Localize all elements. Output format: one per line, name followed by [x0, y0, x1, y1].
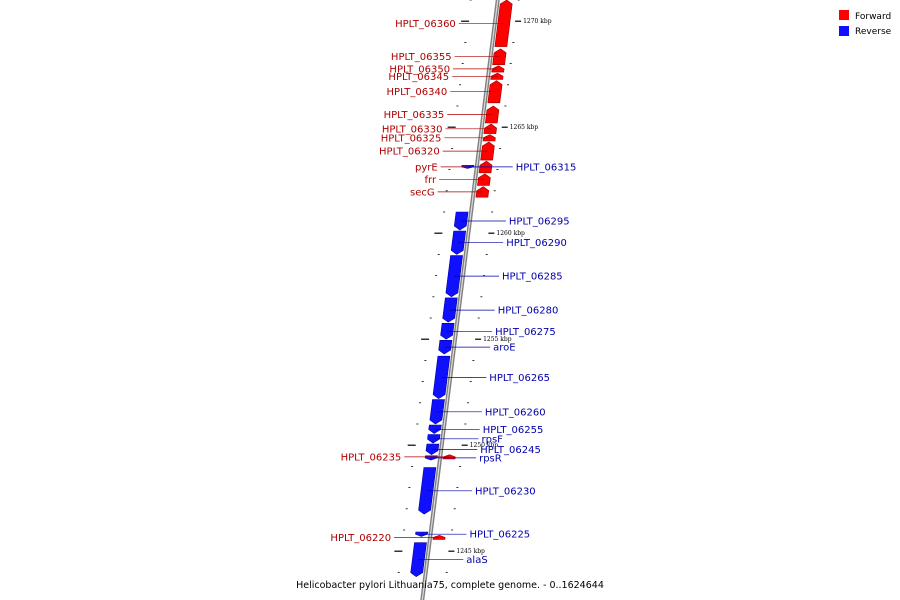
gene-hplt-06360-label[interactable]: HPLT_06360	[395, 19, 456, 30]
gene-pyre-label[interactable]: pyrE	[415, 162, 438, 173]
legend: Forward Reverse	[839, 10, 892, 37]
gene-rpsr-label[interactable]: rpsR	[479, 453, 502, 464]
map-caption: Helicobacter pylori Lithuania75, complet…	[296, 580, 604, 591]
gene-hplt-06275-label[interactable]: HPLT_06275	[495, 327, 556, 338]
gene-hplt-06345-label[interactable]: HPLT_06345	[388, 72, 449, 83]
legend-reverse-swatch[interactable]	[839, 26, 849, 36]
tick-label: 1255 kbp	[483, 336, 512, 343]
gene-hplt-06315-label[interactable]: HPLT_06315	[516, 162, 577, 173]
tick-label: 1250 kbp	[470, 442, 499, 449]
tick-label: 1270 kbp	[523, 18, 552, 25]
gene-hplt-06295-label[interactable]: HPLT_06295	[509, 217, 570, 228]
gene-hplt-06245-label[interactable]: HPLT_06245	[480, 445, 541, 456]
gene-hplt-06230-label[interactable]: HPLT_06230	[475, 486, 536, 497]
gene-hplt-06280-label[interactable]: HPLT_06280	[498, 306, 559, 317]
gene-hplt-06335-label[interactable]: HPLT_06335	[384, 110, 445, 121]
backbone	[420, 0, 500, 600]
gene-frr-label[interactable]: frr	[425, 175, 437, 186]
gene-hplt-06265-label[interactable]: HPLT_06265	[489, 373, 550, 384]
gene-hplt-06350-label[interactable]: HPLT_06350	[389, 64, 450, 75]
gene-rpsf-label[interactable]: rpsF	[482, 434, 504, 445]
gene-hplt-06330-label[interactable]: HPLT_06330	[382, 124, 443, 135]
labels-layer: HPLT_06360 HPLT_06355HPLT_06350HPLT_06345…	[330, 19, 576, 566]
legend-forward-label[interactable]: Forward	[855, 12, 891, 22]
gene-hplt-06235-label[interactable]: HPLT_06235	[341, 452, 402, 463]
gene-hplt-06225-label[interactable]: HPLT_06225	[470, 530, 531, 541]
gene-hplt-06340-label[interactable]: HPLT_06340	[387, 87, 448, 98]
gene-aroe-label[interactable]: aroE	[493, 343, 515, 354]
ticks-layer: 1270 kbp 1265 kbp 1260 kbp 1255 kbp 1250 kbp…	[394, 0, 552, 573]
tick-label: 1265 kbp	[510, 124, 539, 131]
gene-hplt-06285-label[interactable]: HPLT_06285	[502, 272, 563, 283]
gene-hplt-06320-label[interactable]: HPLT_06320	[379, 147, 440, 158]
gene-hplt-06355-label[interactable]: HPLT_06355	[391, 52, 452, 63]
gene-hplt-06290-label[interactable]: HPLT_06290	[506, 238, 567, 249]
tick-label: 1260 kbp	[496, 230, 525, 237]
gene-alas-label[interactable]: alaS	[466, 555, 487, 566]
gene-secg-label[interactable]: secG	[410, 187, 435, 198]
tick-label: 1245 kbp	[456, 548, 485, 555]
backbone-highlight	[421, 0, 499, 600]
legend-forward-swatch[interactable]	[839, 10, 849, 20]
gene-hplt-06325-label[interactable]: HPLT_06325	[381, 133, 442, 144]
legend-reverse-label[interactable]: Reverse	[855, 27, 892, 37]
gene-hplt-06255-label[interactable]: HPLT_06255	[483, 425, 544, 436]
gene-hplt-06220-label[interactable]: HPLT_06220	[330, 533, 391, 544]
gene-hplt-06260-label[interactable]: HPLT_06260	[485, 407, 546, 418]
